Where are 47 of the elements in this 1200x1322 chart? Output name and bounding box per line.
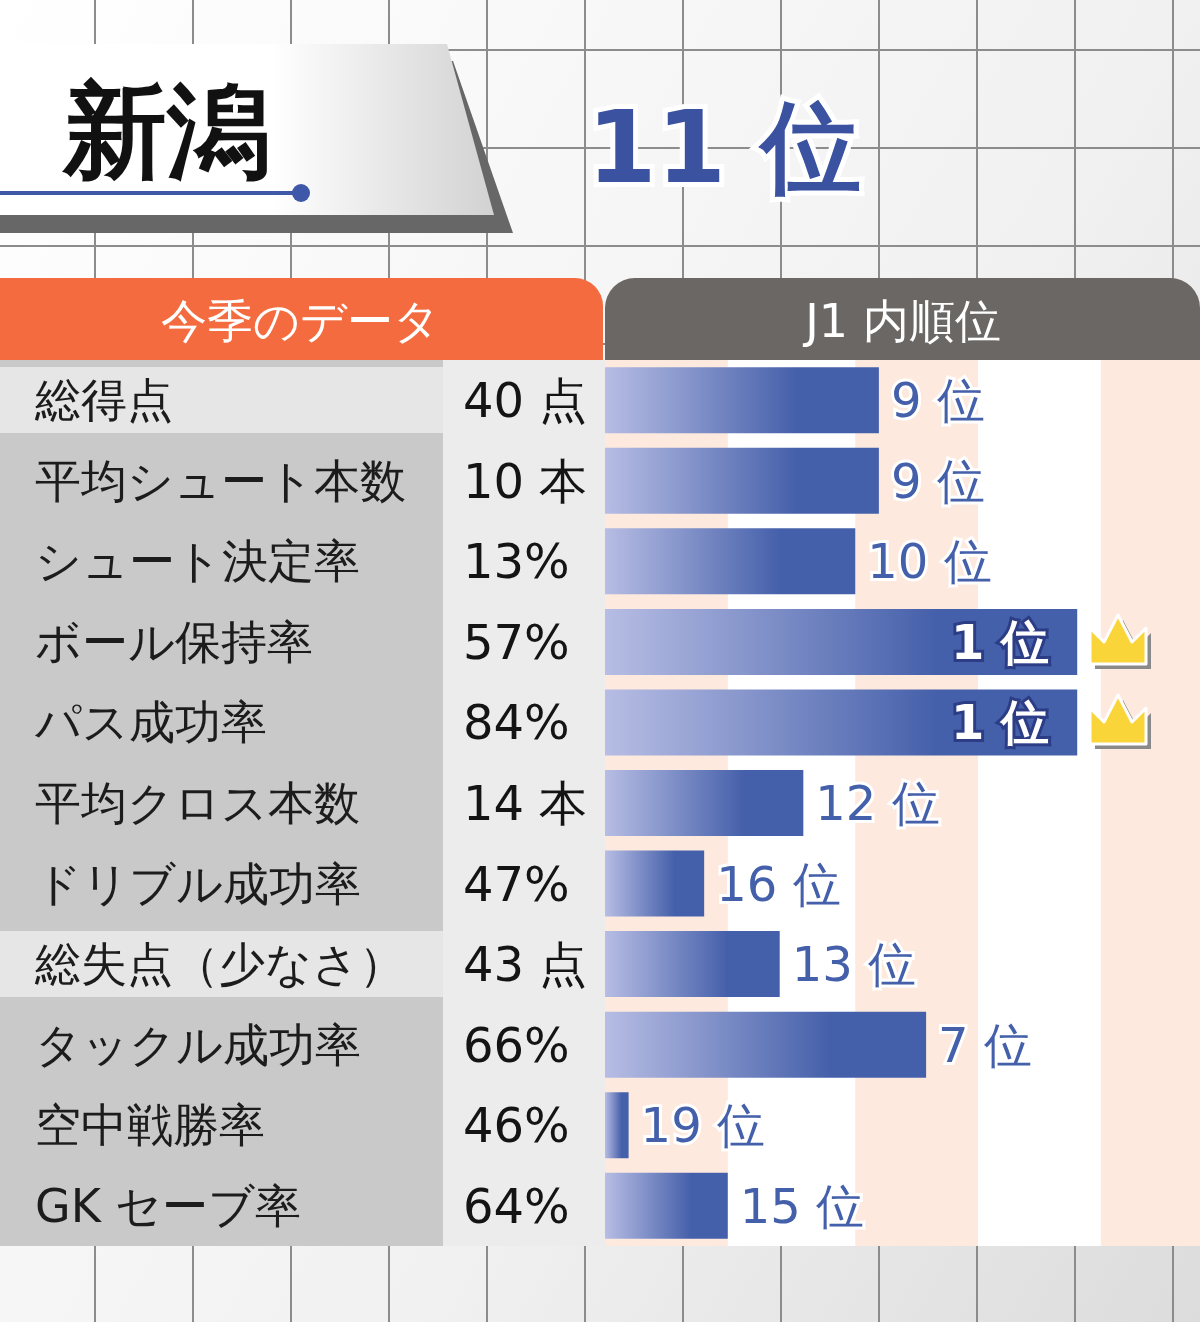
y-tick-label: GK セーブ率	[35, 1178, 302, 1233]
annotation: 10 位	[867, 533, 992, 590]
chart-title: 新潟	[61, 70, 271, 192]
text: 10 本	[463, 452, 588, 509]
text: 84%	[463, 694, 570, 751]
bar	[605, 931, 780, 998]
annotation: 9 位	[890, 372, 985, 429]
text: 64%	[463, 1177, 570, 1234]
text: 66%	[463, 1016, 570, 1073]
text: 57%	[463, 613, 570, 670]
annotation: 1 位	[951, 694, 1050, 751]
y-tick-label: 総失点（少なさ）	[34, 937, 405, 992]
annotation: 7 位	[938, 1016, 1032, 1073]
y-tick-label: シュート決定率	[35, 534, 360, 589]
y-tick-label: ボール保持率	[35, 614, 313, 669]
bar	[605, 850, 705, 917]
text: 13%	[463, 533, 570, 590]
y-axis-title: 今季のデータ	[160, 294, 440, 348]
bar	[605, 608, 1078, 675]
y-tick-label: ドリブル成功率	[35, 856, 361, 911]
annotation: 15 位	[739, 1177, 865, 1234]
text: 40 点	[463, 372, 588, 429]
text: 43 点	[463, 936, 588, 993]
y-tick-label: タックル成功率	[35, 1017, 361, 1072]
bar	[605, 1172, 728, 1239]
bar	[605, 528, 856, 595]
annotation: 1 位	[951, 613, 1050, 670]
x-axis-title: J1 内順位	[802, 294, 1001, 348]
bar	[605, 447, 879, 514]
annotation: 12 位	[815, 775, 940, 831]
text: 14 本	[463, 775, 588, 831]
bar	[605, 770, 804, 836]
annotation: 16 位	[716, 855, 841, 912]
y-tick-label: パス成功率	[34, 695, 267, 750]
annotation: 9 位	[890, 452, 985, 509]
y-tick-label: 平均シュート本数	[35, 453, 406, 508]
y-tick-label: 平均クロス本数	[35, 776, 360, 830]
y-tick-label: 空中戦勝率	[35, 1098, 265, 1153]
y-tick-label: 総得点	[34, 373, 173, 428]
annotation: 19 位	[640, 1097, 765, 1154]
bar	[605, 1011, 927, 1078]
bar	[605, 367, 879, 434]
annotation: 13 位	[791, 936, 917, 993]
bar	[605, 689, 1078, 756]
text: 47%	[463, 855, 570, 912]
bar	[605, 1092, 629, 1159]
text: 46%	[463, 1097, 570, 1154]
